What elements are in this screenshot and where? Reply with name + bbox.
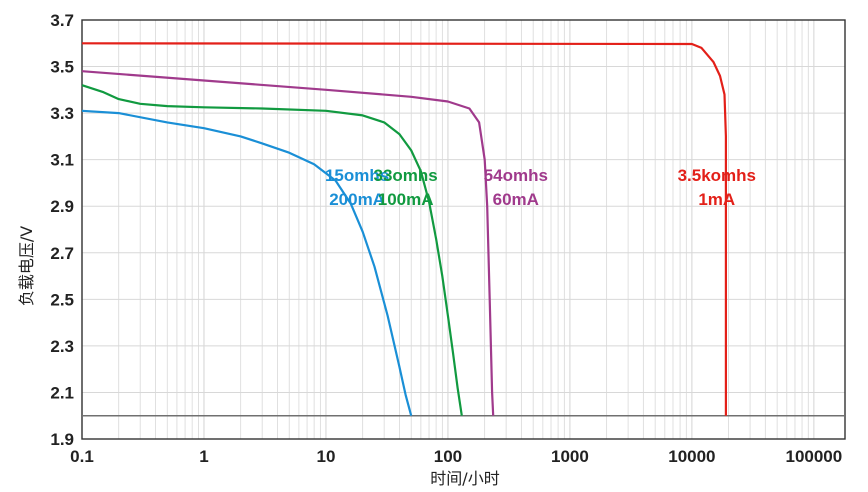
tick-labels: 0.1 1 10 100 1000 10000 100000 1.9 2.1 2.3 2.5 2.7 2… bbox=[50, 11, 842, 466]
y-tick-label: 1.9 bbox=[50, 430, 74, 449]
y-tick-label: 3.7 bbox=[50, 11, 74, 30]
y-tick-label: 2.3 bbox=[50, 337, 74, 356]
x-tick-label: 10 bbox=[316, 447, 335, 466]
x-tick-label: 100000 bbox=[785, 447, 842, 466]
series-line-3 bbox=[81, 70, 495, 416]
series-line-1 bbox=[81, 109, 413, 416]
series-label-3: 54omhs bbox=[484, 166, 548, 185]
x-tick-label: 100 bbox=[434, 447, 462, 466]
x-tick-label: 1000 bbox=[551, 447, 589, 466]
y-tick-label: 2.1 bbox=[50, 383, 74, 402]
y-tick-label: 2.7 bbox=[50, 244, 74, 263]
series-label-2: 100mA bbox=[378, 190, 434, 209]
x-tick-label: 10000 bbox=[668, 447, 715, 466]
plot-frame bbox=[81, 19, 846, 440]
x-axis-title: 时间/小时 bbox=[430, 469, 499, 488]
series-label-4: 3.5komhs bbox=[678, 166, 756, 185]
y-tick-label: 3.1 bbox=[50, 151, 74, 170]
y-tick-label: 3.5 bbox=[50, 58, 74, 77]
series-label-3: 60mA bbox=[493, 190, 539, 209]
y-tick-label: 2.5 bbox=[50, 290, 74, 309]
series-label-4: 1mA bbox=[698, 190, 735, 209]
x-tick-label: 0.1 bbox=[70, 447, 94, 466]
series-line-2 bbox=[81, 84, 463, 416]
y-tick-label: 2.9 bbox=[50, 197, 74, 216]
series-label-1: 15omhs bbox=[325, 166, 389, 185]
x-tick-label: 1 bbox=[199, 447, 208, 466]
series-line-4 bbox=[81, 42, 727, 416]
y-tick-label: 3.3 bbox=[50, 104, 74, 123]
series-label-2: 33omhs bbox=[374, 166, 438, 185]
series-layer: 15omhs 200mA 33omhs 100mA 54omhs 60mA 3.5komhs… bbox=[81, 42, 756, 416]
y-axis-title: 负载电压/V bbox=[17, 226, 36, 306]
grid bbox=[81, 19, 845, 440]
series-label-1: 200mA bbox=[329, 190, 385, 209]
